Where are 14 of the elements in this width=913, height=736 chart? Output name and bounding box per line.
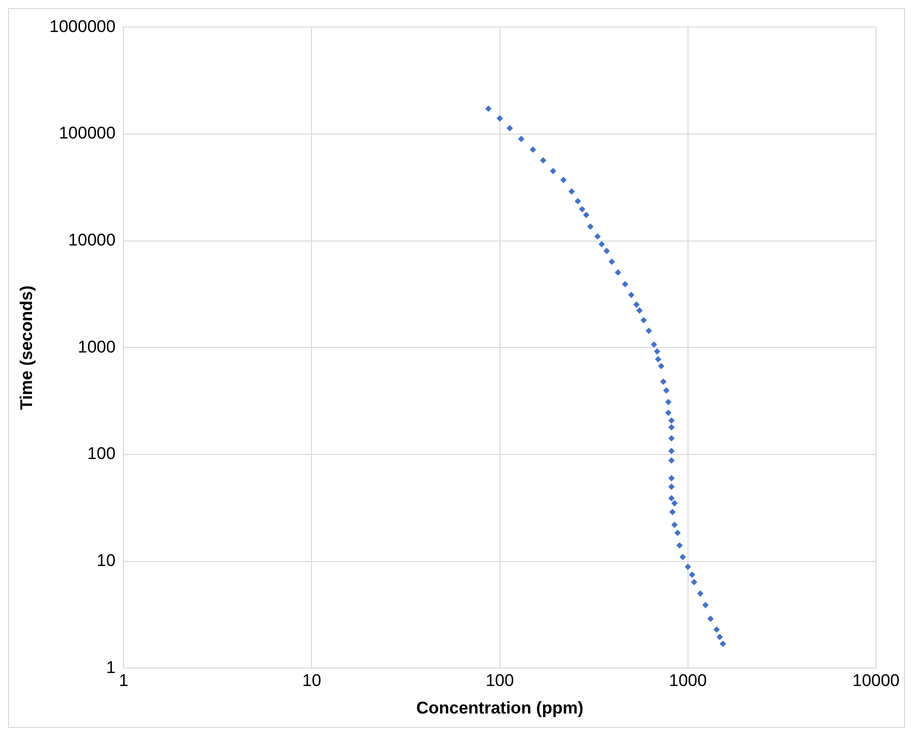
y-axis-title: Time (seconds) (16, 286, 36, 410)
x-tick-label: 10 (302, 671, 322, 690)
x-tick-label: 1000 (668, 671, 707, 690)
y-tick-label: 100 (87, 444, 116, 464)
y-tick-label: 10000 (68, 230, 116, 250)
y-tick-label: 1000000 (49, 16, 116, 36)
y-tick-label: 10 (96, 551, 116, 570)
x-tick-label: 100 (486, 671, 514, 690)
y-tick-label: 1 (106, 658, 116, 677)
y-tick-label: 100000 (58, 124, 116, 143)
x-tick-label: 1 (118, 671, 128, 690)
x-axis-title: Concentration (ppm) (416, 698, 584, 718)
y-tick-label: 1000 (78, 337, 116, 356)
x-tick-label: 10000 (852, 671, 900, 690)
